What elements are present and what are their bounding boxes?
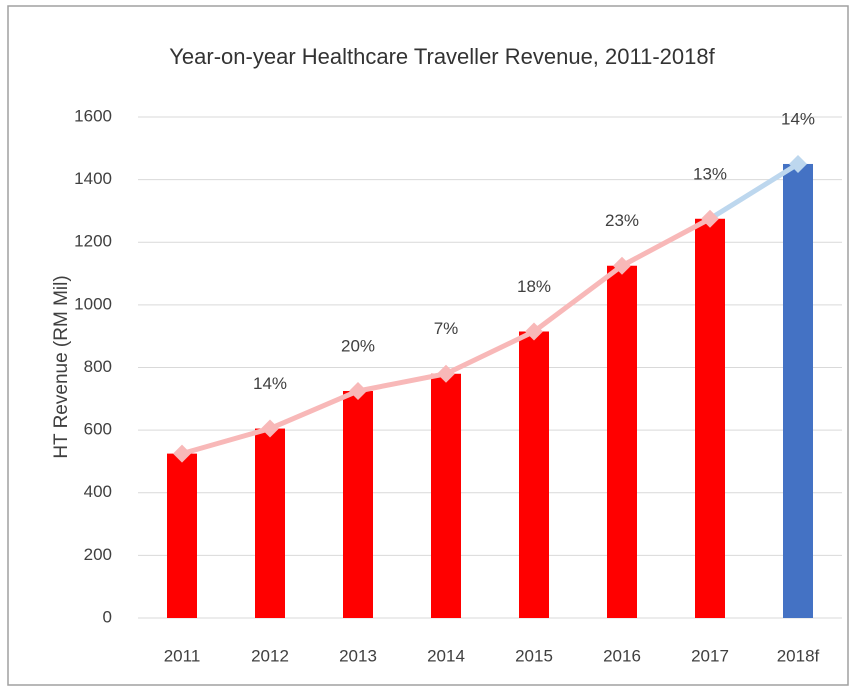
y-tick-label: 600 — [84, 420, 112, 439]
x-tick-label: 2017 — [691, 646, 729, 665]
line-marker — [349, 381, 367, 400]
line-marker — [173, 444, 191, 463]
growth-label: 18% — [517, 277, 551, 296]
line-marker — [437, 364, 455, 383]
growth-label: 14% — [253, 374, 287, 393]
line-marker — [261, 419, 279, 438]
x-tick-label: 2018f — [777, 646, 820, 665]
y-tick-label: 0 — [103, 607, 112, 626]
x-tick-label: 2013 — [339, 646, 377, 665]
x-tick-label: 2016 — [603, 646, 641, 665]
y-tick-label: 400 — [84, 482, 112, 501]
bar — [167, 453, 197, 618]
y-tick-label: 1200 — [74, 232, 112, 251]
forecast-line — [708, 161, 800, 221]
growth-label: 13% — [693, 164, 727, 183]
x-tick-label: 2015 — [515, 646, 553, 665]
growth-label: 14% — [781, 109, 815, 128]
bar — [255, 428, 285, 618]
growth-label: 7% — [434, 319, 459, 338]
chart-title: Year-on-year Healthcare Traveller Revenu… — [169, 44, 715, 69]
growth-label: 20% — [341, 336, 375, 355]
y-axis-label: HT Revenue (RM Mil) — [51, 275, 72, 458]
y-tick-label: 1000 — [74, 294, 112, 313]
y-tick-label: 200 — [84, 545, 112, 564]
line-marker — [789, 154, 807, 173]
bar — [343, 390, 373, 618]
y-tick-label: 1600 — [74, 106, 112, 125]
x-tick-label: 2014 — [427, 646, 465, 665]
line-marker — [701, 209, 719, 228]
line-marker — [525, 322, 543, 341]
bar — [695, 218, 725, 618]
x-tick-label: 2012 — [251, 646, 289, 665]
x-tick-label: 2011 — [164, 646, 201, 665]
growth-label: 23% — [605, 211, 639, 230]
y-tick-label: 800 — [84, 357, 112, 376]
y-tick-label: 1400 — [74, 169, 112, 188]
bar — [519, 331, 549, 618]
line-marker — [613, 256, 631, 275]
bar — [431, 373, 461, 618]
bar — [607, 265, 637, 618]
bar — [783, 163, 813, 618]
